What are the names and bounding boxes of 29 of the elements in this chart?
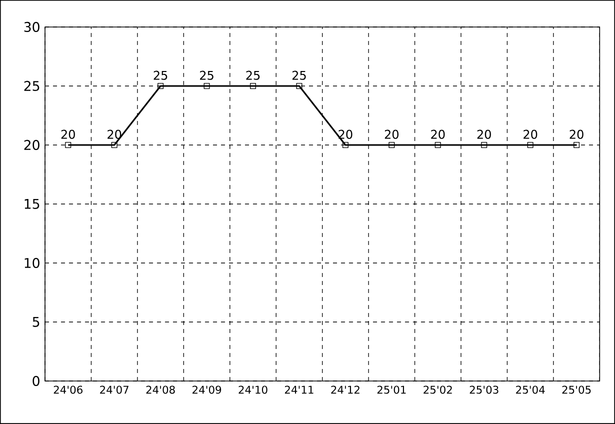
data-label: 20 <box>477 130 491 139</box>
data-label: 20 <box>570 130 584 139</box>
data-label: 25 <box>246 70 260 80</box>
data-label: 20 <box>384 130 398 139</box>
x-tick-label: 24'11 <box>284 386 314 394</box>
data-label: 20 <box>431 130 445 139</box>
data-label: 20 <box>524 130 538 139</box>
y-tick-label: 25 <box>24 80 40 92</box>
data-label: 25 <box>200 70 214 80</box>
y-tick-label: 5 <box>32 317 40 327</box>
data-label: 20 <box>61 130 75 139</box>
y-tick-label: 20 <box>24 140 40 150</box>
x-tick-label: 24'07 <box>100 386 128 394</box>
x-tick-label: 25'03 <box>470 386 498 394</box>
x-tick-label: 24'10 <box>238 386 268 394</box>
y-tick-label: 30 <box>24 22 40 32</box>
data-label: 25 <box>292 70 306 80</box>
x-tick-label: 24'08 <box>146 386 175 394</box>
x-tick-label: 25'05 <box>562 386 591 394</box>
data-label: 25 <box>154 70 168 80</box>
y-tick-label: 15 <box>24 199 40 209</box>
x-tick-label: 24'09 <box>192 386 222 394</box>
x-tick-label: 25'04 <box>516 386 545 394</box>
y-tick-label: 0 <box>32 376 40 386</box>
x-tick-label: 24'06 <box>54 386 82 394</box>
x-tick-label: 25'01 <box>377 386 406 394</box>
y-tick-label: 10 <box>24 258 40 268</box>
x-tick-label: 25'02 <box>424 386 452 394</box>
x-tick-label: 24'12 <box>331 386 360 394</box>
